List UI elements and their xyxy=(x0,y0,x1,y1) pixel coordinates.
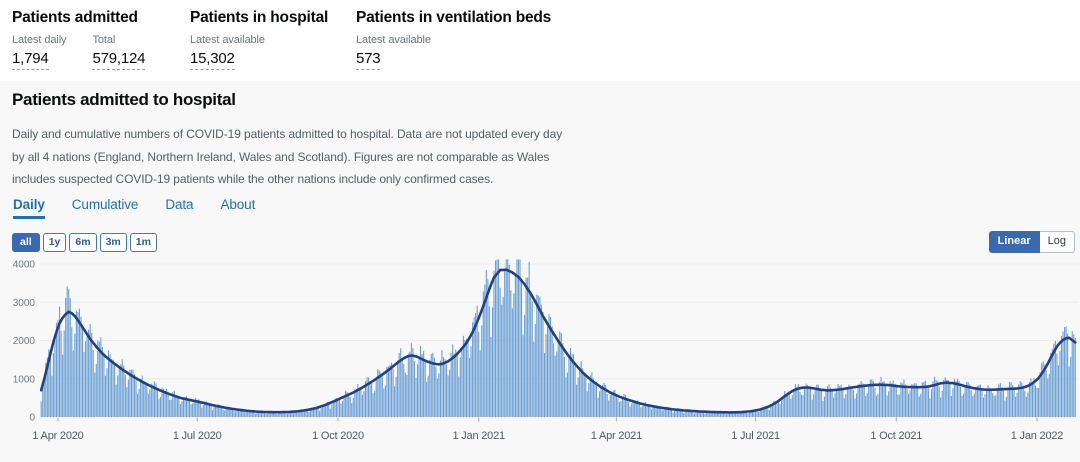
tab-daily[interactable]: Daily xyxy=(13,197,45,219)
admissions-chart[interactable]: 0 1000 2000 3000 4000 1 Apr 2020 1 Jul 2020 1 O… xyxy=(0,255,1080,462)
svg-text:1 Jan 2022: 1 Jan 2022 xyxy=(1011,430,1064,442)
tab-data[interactable]: Data xyxy=(165,197,194,212)
svg-text:1 Jul 2021: 1 Jul 2021 xyxy=(731,430,780,442)
scale-linear-button[interactable]: Linear xyxy=(988,231,1040,254)
svg-text:1 Oct 2021: 1 Oct 2021 xyxy=(870,430,922,442)
svg-text:1 Apr 2020: 1 Apr 2020 xyxy=(32,430,83,442)
svg-text:1 Jan 2021: 1 Jan 2021 xyxy=(452,430,505,442)
range-button-1m[interactable]: 1m xyxy=(129,233,157,253)
range-button-all[interactable]: all xyxy=(12,233,40,253)
stat-card-patients-in-hospital: Patients in hospital Latest available 15… xyxy=(190,9,328,70)
metric-label: Latest available xyxy=(356,34,431,46)
tab-about[interactable]: About xyxy=(220,197,256,212)
stat-card-ventilation-beds: Patients in ventilation beds Latest avai… xyxy=(356,9,551,70)
metric-latest-available: Latest available 573 xyxy=(356,27,431,70)
stat-card-title: Patients in ventilation beds xyxy=(356,9,552,26)
svg-text:1 Jul 2020: 1 Jul 2020 xyxy=(173,430,222,442)
metric-value[interactable]: 579,124 xyxy=(92,50,145,70)
range-button-6m[interactable]: 6m xyxy=(69,233,97,253)
scale-toggle: Linear Log xyxy=(988,231,1075,254)
metric-latest-available: Latest available 15,302 xyxy=(190,27,265,70)
metric-label: Latest available xyxy=(190,34,265,46)
range-button-1y[interactable]: 1y xyxy=(42,233,67,253)
svg-text:1000: 1000 xyxy=(13,374,36,385)
metric-value[interactable]: 1,794 xyxy=(12,50,49,70)
chart-tabs: Daily Cumulative Data About xyxy=(13,197,255,219)
range-button-3m[interactable]: 3m xyxy=(99,233,127,253)
svg-text:4000: 4000 xyxy=(13,260,36,271)
section-title: Patients admitted to hospital xyxy=(12,90,236,109)
svg-text:0: 0 xyxy=(29,413,35,424)
stat-card-title: Patients in hospital xyxy=(190,9,329,26)
metric-latest-daily: Latest daily 1,794 xyxy=(12,27,67,70)
stat-card-patients-admitted: Patients admitted Latest daily 1,794 Tot… xyxy=(12,9,145,70)
metric-value[interactable]: 573 xyxy=(356,50,381,70)
stat-card-title: Patients admitted xyxy=(12,9,138,26)
svg-text:3000: 3000 xyxy=(13,298,36,309)
section-description: Daily and cumulative numbers of COVID-19… xyxy=(12,127,563,186)
svg-text:1 Oct 2020: 1 Oct 2020 xyxy=(312,430,364,442)
scale-log-button[interactable]: Log xyxy=(1039,231,1075,254)
metric-label: Total xyxy=(92,34,116,46)
time-range-selector: all 1y 6m 3m 1m xyxy=(12,233,157,253)
metric-label: Latest daily xyxy=(12,34,67,46)
tab-cumulative[interactable]: Cumulative xyxy=(71,197,139,212)
svg-text:1 Apr 2021: 1 Apr 2021 xyxy=(591,430,642,442)
metric-value[interactable]: 15,302 xyxy=(190,50,235,70)
metric-total: Total 579,124 xyxy=(92,27,145,70)
svg-text:2000: 2000 xyxy=(13,336,36,347)
